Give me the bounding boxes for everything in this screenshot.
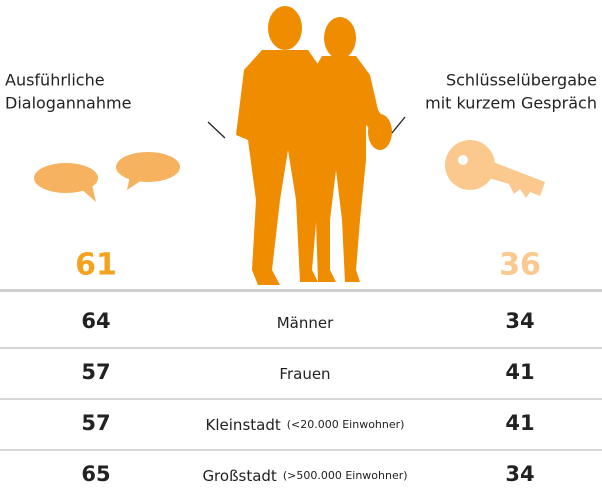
infographic: Ausführliche Dialogannahme Schlüsselüber…	[0, 0, 602, 489]
row-divider	[0, 398, 602, 400]
row-label-text: Männer	[277, 314, 334, 332]
row-right-value: 34	[505, 309, 534, 333]
right-label: Schlüsselübergabe	[446, 71, 597, 90]
row-right-value: 41	[505, 360, 534, 384]
key-icon	[445, 140, 545, 198]
row-label-text: Kleinstadt	[206, 416, 281, 434]
leader-line	[392, 117, 405, 133]
divider	[0, 289, 602, 292]
row-divider	[0, 449, 602, 451]
row-left-value: 64	[81, 309, 110, 333]
row-divider	[0, 347, 602, 349]
row-left-value: 57	[81, 360, 110, 384]
row-left-value: 57	[81, 411, 110, 435]
row-label-text: Großstadt	[202, 467, 276, 485]
couple-silhouette	[236, 6, 392, 285]
row-label: Großstadt (>500.000 Einwohner)	[202, 467, 407, 485]
left-label: Ausführliche	[5, 71, 105, 90]
row-right-value: 41	[505, 411, 534, 435]
total-left: 61	[75, 248, 117, 283]
speech-bubbles	[34, 152, 180, 202]
right-label: mit kurzem Gespräch	[425, 94, 597, 113]
row-right-value: 34	[505, 462, 534, 486]
row-note: (>500.000 Einwohner)	[283, 469, 408, 482]
row-label: Männer	[277, 314, 334, 332]
left-label: Dialogannahme	[5, 94, 131, 113]
row-label-text: Frauen	[279, 365, 330, 383]
row-label: Frauen	[279, 365, 330, 383]
row-left-value: 65	[81, 462, 110, 486]
row-note: (<20.000 Einwohner)	[287, 418, 405, 431]
total-right: 36	[499, 248, 541, 283]
row-label: Kleinstadt (<20.000 Einwohner)	[206, 416, 405, 434]
leader-line	[208, 122, 225, 138]
